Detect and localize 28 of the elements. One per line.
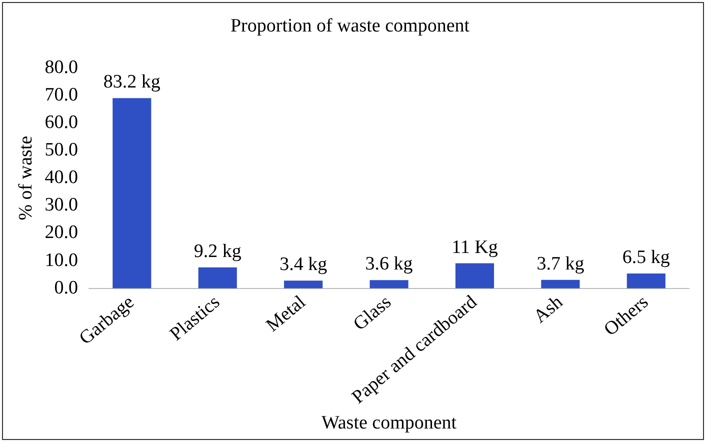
- y-tick-label: 50.0: [44, 139, 78, 160]
- bar: [284, 280, 323, 288]
- bar: [198, 267, 237, 288]
- bar: [541, 280, 580, 288]
- bar: [112, 98, 152, 288]
- chart-title: Proportion of waste component: [230, 15, 470, 36]
- annotation: 11 Kg: [452, 236, 498, 258]
- y-tick-label: 0.0: [54, 277, 78, 298]
- x-axis-title: Waste component: [321, 412, 458, 434]
- y-tick-label: 40.0: [44, 167, 78, 188]
- x-tick-label: Ash: [530, 291, 568, 328]
- bar: [626, 273, 666, 288]
- annotation: 3.7 kg: [536, 253, 585, 274]
- y-tick-label: 70.0: [44, 84, 78, 106]
- annotation: 9.2 kg: [194, 240, 242, 262]
- y-tick-label: 60.0: [44, 112, 78, 133]
- y-tick-label: 80.0: [44, 56, 78, 78]
- annotation: 6.5 kg: [622, 246, 670, 268]
- y-tick-label: 30.0: [44, 194, 78, 216]
- y-axis-title: % of waste: [15, 136, 36, 220]
- y-tick-label: 10.0: [44, 250, 78, 271]
- x-tick-label: Glass: [350, 292, 396, 335]
- annotation: 3.4 kg: [280, 254, 328, 276]
- annotation: 83.2 kg: [103, 72, 161, 93]
- bar: [370, 280, 408, 288]
- bar: [455, 263, 494, 288]
- annotation: 3.6 kg: [365, 254, 414, 275]
- y-tick-label: 20.0: [44, 222, 78, 244]
